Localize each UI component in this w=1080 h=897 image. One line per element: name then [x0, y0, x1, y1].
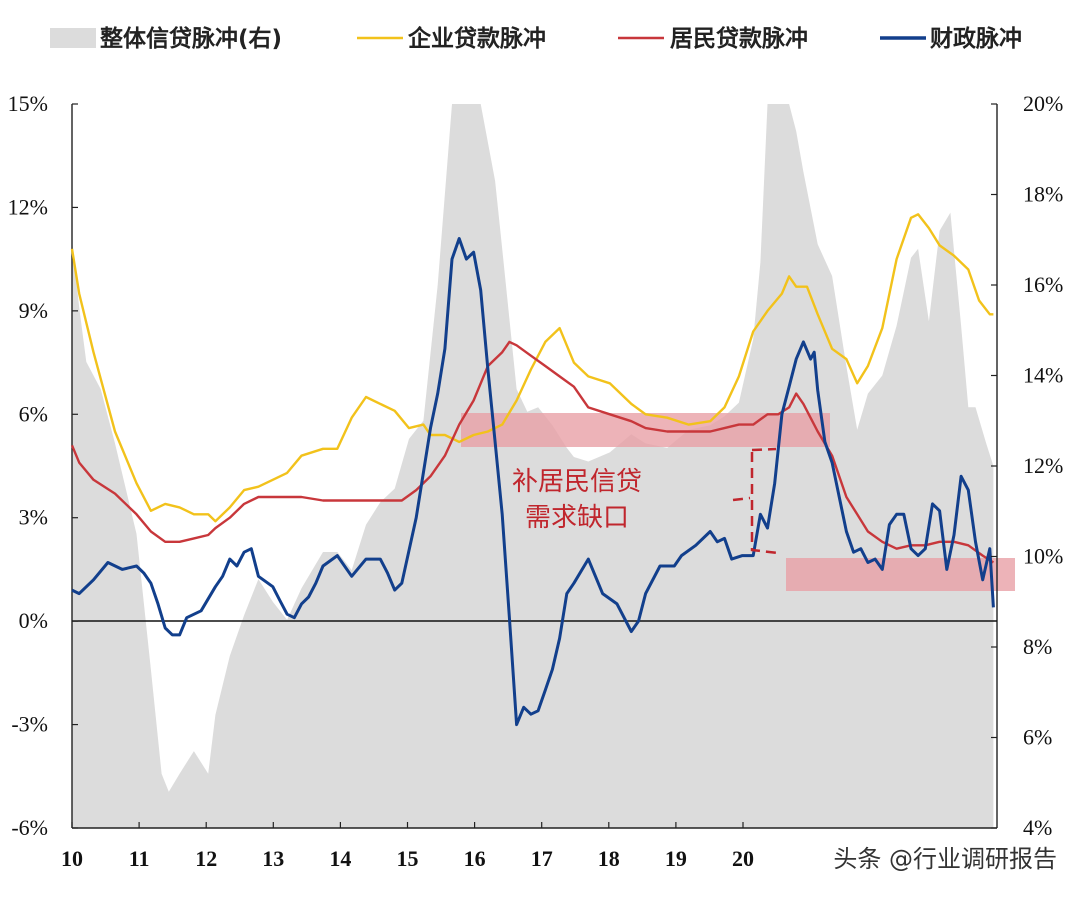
- x-tick-label: 16: [464, 846, 486, 871]
- legend: 整体信贷脉冲(右) 企业贷款脉冲 居民贷款脉冲 财政脉冲: [50, 25, 1022, 52]
- x-tick-label: 14: [329, 846, 351, 871]
- right-tick-label: 12%: [1023, 453, 1063, 478]
- right-tick-label: 6%: [1023, 725, 1052, 750]
- overall-credit-impulse-area: [72, 104, 994, 828]
- right-tick-label: 16%: [1023, 272, 1063, 297]
- legend-item-household-loan: 居民贷款脉冲: [618, 25, 808, 52]
- watermark-text: 头条 @行业调研报告: [833, 845, 1057, 873]
- fiscal-impulse-line: [71, 237, 995, 727]
- right-tick-label: 18%: [1023, 182, 1063, 207]
- legend-label: 财政脉冲: [930, 26, 1022, 52]
- legend-item-fiscal: 财政脉冲: [880, 26, 1022, 52]
- right-tick-label: 8%: [1023, 634, 1052, 659]
- axes: [71, 104, 998, 829]
- annotation-line: 需求缺口: [525, 503, 629, 533]
- x-tick-label: 15: [397, 846, 419, 871]
- legend-label: 整体信贷脉冲(右): [100, 25, 282, 52]
- x-tick-label: 11: [129, 846, 150, 871]
- left-tick-label: 3%: [19, 505, 48, 530]
- left-tick-label: 12%: [8, 194, 48, 219]
- left-tick-label: -3%: [11, 712, 48, 737]
- tick-labels: 15% 12% 9% 6% 3% 0% -3% -6% 20% 18% 16% 14% 12% 10% 8%…: [8, 91, 1064, 871]
- right-tick-label: 20%: [1023, 91, 1063, 116]
- gap-bracket: [732, 447, 779, 555]
- highlight-box-lower: [786, 558, 1015, 591]
- gap-bracket-lines: [732, 447, 779, 555]
- x-tick-label: 17: [531, 846, 553, 871]
- left-tick-label: 0%: [19, 608, 48, 633]
- legend-item-corporate-loan: 企业贷款脉冲: [357, 25, 546, 52]
- left-tick-label: -6%: [11, 815, 48, 840]
- x-tick-label: 12: [195, 846, 217, 871]
- left-tick-label: 6%: [19, 401, 48, 426]
- corporate-loan-impulse-line: [70, 213, 994, 523]
- legend-swatch: [50, 28, 96, 48]
- x-tick-label: 13: [262, 846, 284, 871]
- x-tick-label: 10: [61, 846, 83, 871]
- x-tick-label: 18: [598, 846, 620, 871]
- x-tick-label: 20: [732, 846, 754, 871]
- left-tick-label: 9%: [19, 298, 48, 323]
- legend-label: 居民贷款脉冲: [670, 25, 808, 52]
- highlight-boxes: [461, 413, 1015, 591]
- annotation-line: 补居民信贷: [512, 467, 642, 497]
- legend-item-overall-credit: 整体信贷脉冲(右): [50, 25, 282, 52]
- right-tick-label: 14%: [1023, 363, 1063, 388]
- legend-label: 企业贷款脉冲: [407, 25, 546, 52]
- overall-credit-impulse-area-layer: [72, 104, 994, 828]
- household-loan-impulse-line: [70, 340, 995, 564]
- highlight-box-upper: [461, 413, 830, 447]
- right-tick-label: 10%: [1023, 544, 1063, 569]
- x-tick-label: 19: [665, 846, 687, 871]
- line-series-layer: [70, 213, 995, 727]
- left-tick-label: 15%: [8, 91, 48, 116]
- right-tick-label: 4%: [1023, 815, 1052, 840]
